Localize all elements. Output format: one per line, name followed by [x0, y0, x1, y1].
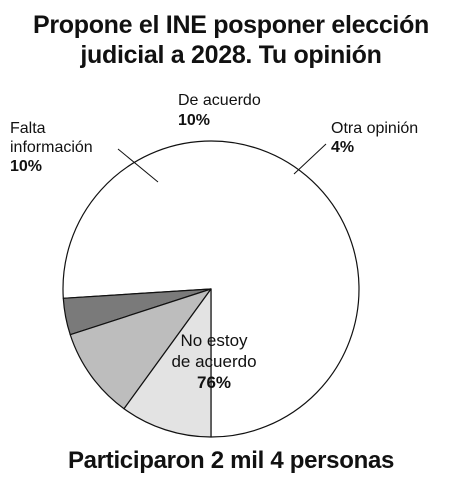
pie-slice — [62, 140, 360, 438]
chart-title-line-1: Propone el INE posponer elección — [32, 11, 430, 39]
slice-label: No estoy de acuerdo 76% — [171, 331, 256, 392]
leader-line — [293, 143, 327, 175]
slice-value-label: 76% — [197, 373, 231, 392]
leader-lines — [117, 143, 327, 183]
chart-title: Propone el INE posponer elección judicia… — [0, 10, 462, 70]
slice-label-text: De acuerdo — [178, 92, 261, 109]
pie-slices — [62, 140, 360, 438]
slice-label: Otra opinión 4% — [331, 120, 418, 156]
slice-value-label: 10% — [178, 112, 210, 129]
slice-label-text: No estoy — [180, 331, 248, 350]
slice-label-text: Otra opinión — [331, 120, 418, 137]
slice-value-label: 4% — [331, 139, 354, 156]
slice-label-text: Falta — [10, 120, 46, 137]
slice-label-text: información — [10, 139, 93, 156]
slice-label: De acuerdo 10% — [178, 92, 261, 129]
participants-note: Participaron 2 mil 4 personas — [67, 447, 395, 474]
slice-value-label: 10% — [10, 158, 42, 175]
slice-labels: No estoy de acuerdo 76% Otra opinión 4% De ac… — [10, 92, 418, 392]
slice-label-text: de acuerdo — [171, 352, 256, 371]
pie-slice — [69, 288, 212, 410]
pie-slice — [123, 288, 212, 438]
chart-title-line-2: judicial a 2028. Tu opinión — [80, 41, 382, 69]
leader-line — [117, 148, 159, 183]
slice-label: Falta información 10% — [10, 120, 93, 175]
